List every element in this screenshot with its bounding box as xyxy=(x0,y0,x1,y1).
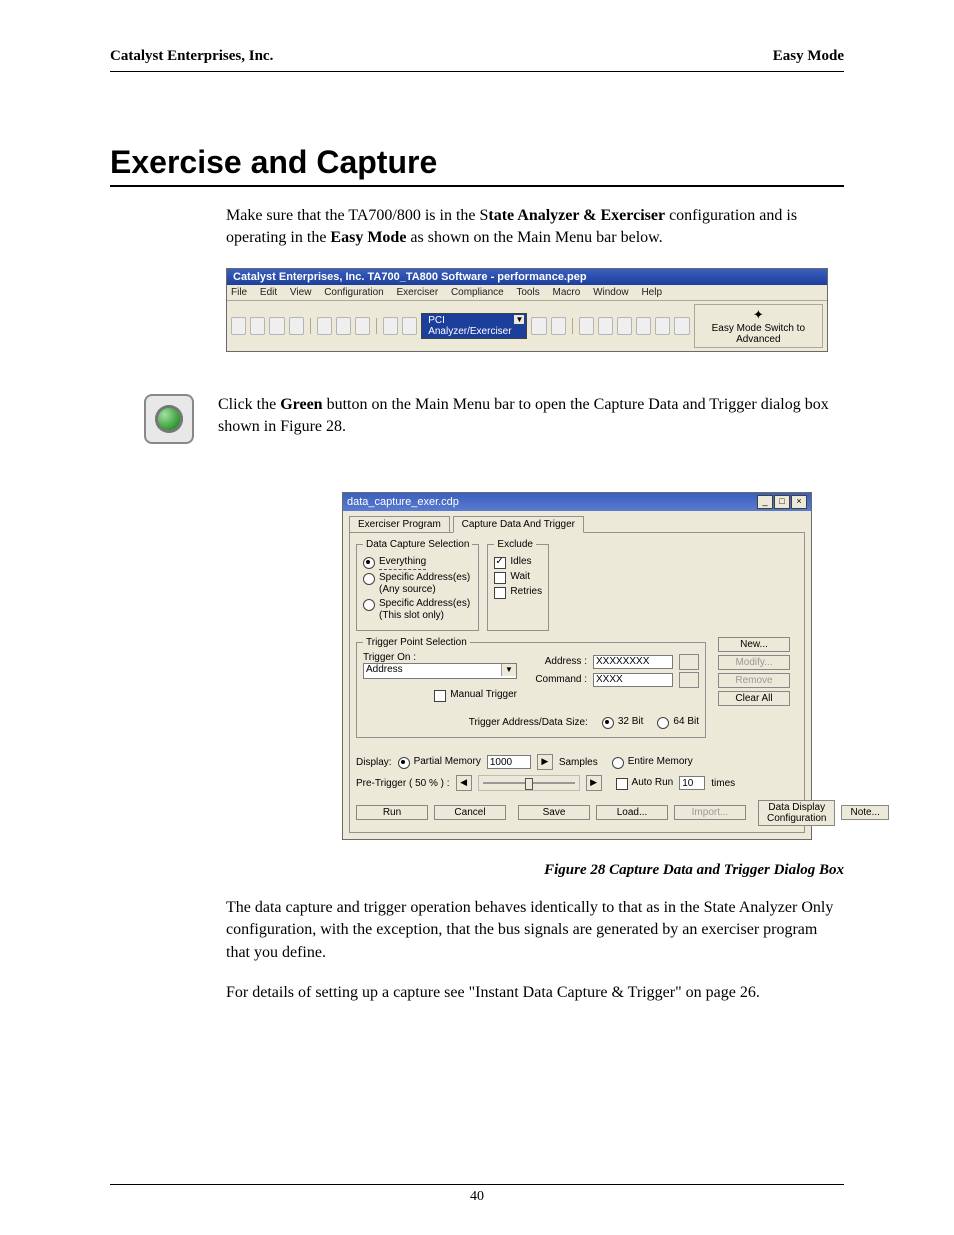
maximize-icon[interactable]: □ xyxy=(774,495,790,509)
menu-macro[interactable]: Macro xyxy=(553,287,581,298)
menubar: File Edit View Configuration Exerciser C… xyxy=(227,285,827,301)
radio-partial-memory[interactable] xyxy=(398,757,410,769)
command-picker-button[interactable] xyxy=(679,672,699,688)
toolbar-icon[interactable] xyxy=(383,317,398,335)
toolbar-icon[interactable] xyxy=(579,317,594,335)
menu-exerciser[interactable]: Exerciser xyxy=(396,287,438,298)
toolbar-icon[interactable] xyxy=(598,317,613,335)
toolbar-icon[interactable] xyxy=(250,317,265,335)
load-button[interactable]: Load... xyxy=(596,805,668,820)
toolbar-icon[interactable] xyxy=(336,317,351,335)
dialog-title: data_capture_exer.cdp xyxy=(347,496,459,508)
toolbar: PCI Analyzer/Exerciser ✦ Easy Mode Switc… xyxy=(227,301,827,351)
modify-button[interactable]: Modify... xyxy=(718,655,790,670)
check-retries[interactable] xyxy=(494,587,506,599)
radio-32bit[interactable] xyxy=(602,717,614,729)
radio-everything[interactable] xyxy=(363,557,375,569)
check-auto-run[interactable] xyxy=(616,778,628,790)
toolbar-icon[interactable] xyxy=(269,317,284,335)
toolbar-icon[interactable] xyxy=(402,317,417,335)
mode-switch-box[interactable]: ✦ Easy Mode Switch to Advanced xyxy=(694,304,823,348)
samples-step-button[interactable]: ▶ xyxy=(537,754,553,770)
menu-edit[interactable]: Edit xyxy=(260,287,277,298)
address-picker-button[interactable] xyxy=(679,654,699,670)
menu-file[interactable]: File xyxy=(231,287,247,298)
radio-entire-memory[interactable] xyxy=(612,757,624,769)
check-idles[interactable] xyxy=(494,557,506,569)
radio-specific-any[interactable] xyxy=(363,573,375,585)
toolbar-icon[interactable] xyxy=(551,317,566,335)
paragraph-3: For details of setting up a capture see … xyxy=(226,982,844,1004)
clear-all-button[interactable]: Clear All xyxy=(718,691,790,706)
save-button[interactable]: Save xyxy=(518,805,590,820)
menu-window[interactable]: Window xyxy=(593,287,629,298)
trigger-point-selection-group: Trigger Point Selection Trigger On : Add… xyxy=(356,637,706,738)
trigger-on-select[interactable]: Address xyxy=(363,663,517,679)
main-menu-screenshot: Catalyst Enterprises, Inc. TA700_TA800 S… xyxy=(226,268,828,352)
tab-exerciser-program[interactable]: Exerciser Program xyxy=(349,516,450,532)
partial-memory-input[interactable] xyxy=(487,755,531,769)
minimize-icon[interactable]: _ xyxy=(757,495,773,509)
toolbar-icon[interactable] xyxy=(231,317,246,335)
toolbar-icon[interactable] xyxy=(317,317,332,335)
new-button[interactable]: New... xyxy=(718,637,790,652)
intro-paragraph: Make sure that the TA700/800 is in the S… xyxy=(226,205,844,250)
header-right: Easy Mode xyxy=(773,48,844,65)
wand-icon: ✦ xyxy=(701,307,816,323)
close-icon[interactable]: × xyxy=(791,495,807,509)
pretrigger-slider[interactable] xyxy=(478,775,580,791)
data-capture-selection-group: Data Capture Selection Everything Specif… xyxy=(356,539,479,631)
menu-help[interactable]: Help xyxy=(641,287,662,298)
cancel-button[interactable]: Cancel xyxy=(434,805,506,820)
remove-button[interactable]: Remove xyxy=(718,673,790,688)
menu-configuration[interactable]: Configuration xyxy=(324,287,383,298)
toolbar-icon[interactable] xyxy=(617,317,632,335)
toolbar-icon[interactable] xyxy=(355,317,370,335)
toolbar-icon[interactable] xyxy=(636,317,651,335)
capture-dialog-screenshot: data_capture_exer.cdp _ □ × Exerciser Pr… xyxy=(342,492,812,840)
menu-view[interactable]: View xyxy=(290,287,312,298)
check-manual-trigger[interactable] xyxy=(434,690,446,702)
header-left: Catalyst Enterprises, Inc. xyxy=(110,48,273,65)
import-button[interactable]: Import... xyxy=(674,805,746,820)
auto-run-input[interactable] xyxy=(679,776,705,790)
tab-capture-data[interactable]: Capture Data And Trigger xyxy=(453,516,584,533)
pretrigger-left-button[interactable]: ◀ xyxy=(456,775,472,791)
page-title: Exercise and Capture xyxy=(110,144,844,187)
data-display-config-button[interactable]: Data Display Configuration xyxy=(758,800,835,826)
toolbar-icon[interactable] xyxy=(655,317,670,335)
mode-combo[interactable]: PCI Analyzer/Exerciser xyxy=(421,313,527,339)
check-wait[interactable] xyxy=(494,572,506,584)
toolbar-icon[interactable] xyxy=(531,317,546,335)
green-button-paragraph: Click the Green button on the Main Menu … xyxy=(218,394,844,439)
toolbar-icon[interactable] xyxy=(289,317,304,335)
figure-caption: Figure 28 Capture Data and Trigger Dialo… xyxy=(110,862,844,879)
toolbar-icon[interactable] xyxy=(674,317,689,335)
green-button-icon xyxy=(144,394,194,444)
paragraph-2: The data capture and trigger operation b… xyxy=(226,897,844,964)
page-number: 40 xyxy=(0,1189,954,1205)
menu-compliance[interactable]: Compliance xyxy=(451,287,504,298)
radio-64bit[interactable] xyxy=(657,717,669,729)
window-titlebar: Catalyst Enterprises, Inc. TA700_TA800 S… xyxy=(227,269,827,285)
address-input[interactable] xyxy=(593,655,673,669)
menu-tools[interactable]: Tools xyxy=(516,287,539,298)
note-button[interactable]: Note... xyxy=(841,805,888,820)
run-button[interactable]: Run xyxy=(356,805,428,820)
pretrigger-right-button[interactable]: ▶ xyxy=(586,775,602,791)
command-input[interactable] xyxy=(593,673,673,687)
radio-specific-slot[interactable] xyxy=(363,599,375,611)
exclude-group: Exclude Idles Wait Retries xyxy=(487,539,549,631)
